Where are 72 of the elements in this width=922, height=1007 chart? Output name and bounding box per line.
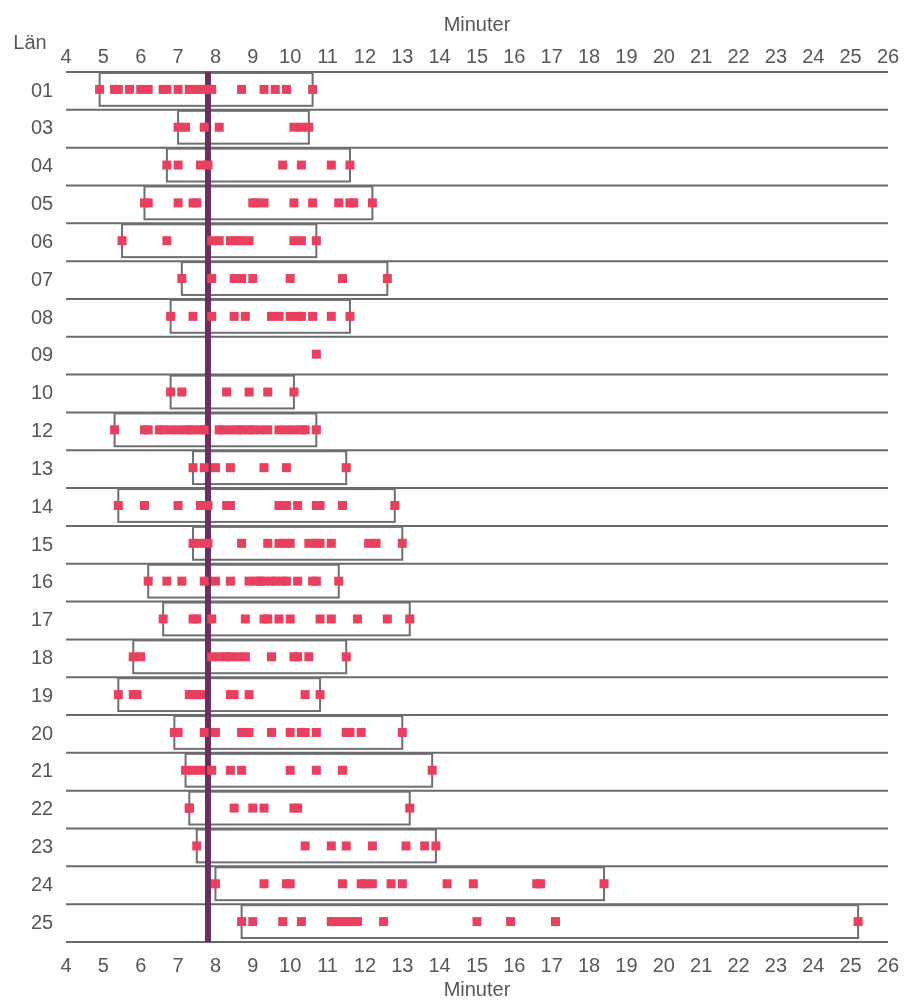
y-tick-label: 12 — [30, 419, 54, 442]
x-tick-label: 11 — [317, 45, 338, 67]
x2-tick-label: 19 — [615, 954, 638, 976]
x2-tick-label: 5 — [97, 954, 109, 976]
y-axis-title: Län — [13, 31, 47, 53]
x2-tick-label: 25 — [839, 954, 862, 976]
x-tick-label: 12 — [353, 45, 377, 67]
x-axis-title: Minuter — [443, 978, 511, 1000]
x-tick-label: 15 — [465, 45, 489, 67]
x-tick-label: 20 — [652, 45, 675, 67]
x-tick-label: 22 — [727, 45, 750, 67]
y-tick-label: 18 — [30, 646, 54, 668]
x2-tick-label: 20 — [652, 954, 675, 976]
x2-tick-label: 12 — [353, 954, 377, 976]
y-tick-label: 04 — [30, 154, 54, 177]
x2-tick-label: 8 — [209, 954, 222, 976]
x-tick-label: 7 — [172, 45, 184, 67]
x2-tick-label: 24 — [802, 954, 825, 976]
x-tick-label: 13 — [391, 45, 414, 67]
x-tick-label: 4 — [60, 45, 72, 67]
x-tick-label: 17 — [540, 45, 563, 67]
x2-tick-label: 11 — [317, 954, 338, 976]
x-tick-label: 16 — [503, 45, 526, 67]
y-tick-label: 25 — [30, 910, 54, 933]
x2-tick-label: 23 — [764, 954, 788, 976]
x-tick-label: 21 — [690, 45, 713, 67]
y-tick-label: 19 — [30, 683, 54, 706]
x2-tick-label: 18 — [577, 954, 601, 976]
x2-tick-label: 17 — [540, 954, 563, 976]
x-tick-label: 9 — [247, 45, 259, 67]
y-tick-label: 05 — [30, 192, 54, 215]
x-tick-label: 10 — [279, 45, 302, 67]
x2-tick-label: 16 — [503, 954, 526, 976]
x-tick-label: 5 — [97, 45, 109, 67]
y-tick-label: 16 — [30, 570, 54, 593]
x-tick-label: 6 — [135, 45, 147, 67]
y-tick-label: 22 — [30, 797, 54, 820]
x2-tick-label: 10 — [279, 954, 302, 976]
y-tick-label: 08 — [30, 305, 54, 328]
y-tick-label: 03 — [30, 116, 54, 139]
x-tick-label: 14 — [428, 45, 451, 67]
x-tick-label: 18 — [577, 45, 601, 67]
x2-tick-label: 7 — [172, 954, 184, 976]
x2-tick-label: 26 — [876, 954, 900, 976]
x2-tick-label: 22 — [727, 954, 750, 976]
y-tick-label: 14 — [30, 494, 54, 517]
x2-tick-label: 21 — [690, 954, 713, 976]
x2-axis-title: Minuter — [443, 13, 511, 35]
x-tick-label: 19 — [615, 45, 638, 67]
x-tick-label: 26 — [876, 45, 900, 67]
y-tick-label: 21 — [30, 759, 54, 782]
y-tick-label: 15 — [30, 532, 54, 555]
x2-tick-label: 13 — [391, 954, 414, 976]
y-tick-label: 06 — [30, 229, 54, 252]
x2-tick-label: 14 — [428, 954, 451, 976]
x2-tick-label: 6 — [135, 954, 147, 976]
y-tick-label: 01 — [30, 78, 54, 101]
y-tick-label: 09 — [30, 343, 54, 366]
y-tick-label: 07 — [30, 267, 54, 290]
y-tick-label: 24 — [30, 872, 54, 895]
x-tick-label: 8 — [209, 45, 222, 67]
y-tick-label: 10 — [30, 381, 54, 404]
x2-tick-label: 9 — [247, 954, 259, 976]
y-tick-label: 13 — [30, 456, 54, 479]
x2-tick-label: 4 — [60, 954, 72, 976]
y-tick-label: 17 — [30, 608, 54, 631]
x2-tick-label: 15 — [465, 954, 489, 976]
x-tick-label: 25 — [839, 45, 862, 67]
x-tick-label: 23 — [764, 45, 788, 67]
y-tick-label: 23 — [30, 835, 54, 858]
x-tick-label: 24 — [802, 45, 825, 67]
y-tick-label: 20 — [30, 721, 54, 744]
